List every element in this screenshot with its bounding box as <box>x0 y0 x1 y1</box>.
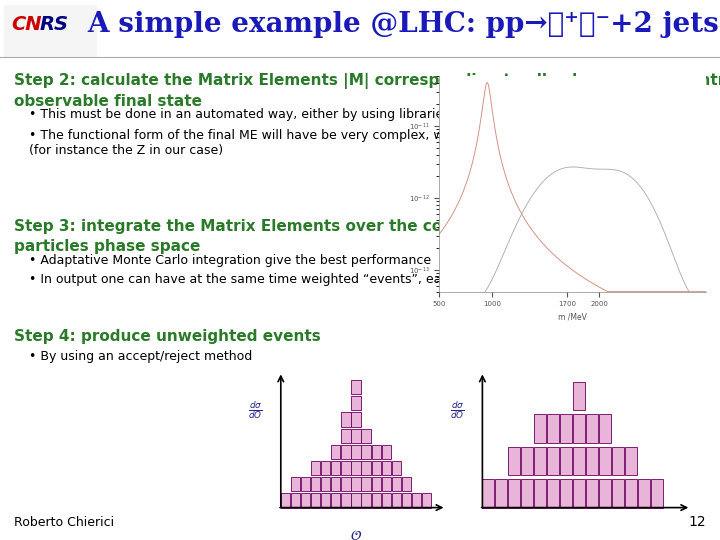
Bar <box>560 414 572 443</box>
Bar <box>311 494 320 508</box>
Bar <box>573 414 585 443</box>
Bar <box>586 414 598 443</box>
Bar <box>382 461 391 475</box>
Bar <box>341 413 351 427</box>
Bar <box>341 429 351 443</box>
Bar <box>331 477 341 491</box>
Bar <box>341 494 351 508</box>
Bar <box>291 494 300 508</box>
Bar <box>351 494 361 508</box>
Bar <box>372 445 381 459</box>
Bar <box>560 447 572 475</box>
Bar <box>534 414 546 443</box>
Bar <box>361 461 371 475</box>
Bar <box>351 396 361 410</box>
Bar <box>311 477 320 491</box>
Text: $\frac{d\sigma}{dO}$: $\frac{d\sigma}{dO}$ <box>248 400 263 421</box>
Bar <box>4 5 97 57</box>
Bar <box>351 413 361 427</box>
Bar <box>382 477 391 491</box>
Bar <box>402 477 411 491</box>
Text: 12: 12 <box>688 515 706 529</box>
Bar <box>392 477 401 491</box>
Bar <box>341 461 351 475</box>
Bar <box>311 461 320 475</box>
Text: A simple example @LHC: pp→ℓ⁺ℓ⁻+2 jets: A simple example @LHC: pp→ℓ⁺ℓ⁻+2 jets <box>87 11 719 38</box>
Bar <box>372 494 381 508</box>
Bar <box>625 479 637 508</box>
Bar <box>638 479 650 508</box>
Bar <box>412 494 421 508</box>
Bar <box>341 477 351 491</box>
Bar <box>495 479 508 508</box>
Bar <box>625 447 637 475</box>
Bar <box>482 479 495 508</box>
Text: CN: CN <box>11 15 42 34</box>
Bar <box>372 477 381 491</box>
Text: • Adaptative Monte Carlo integration give the best performance: • Adaptative Monte Carlo integration giv… <box>29 254 431 267</box>
Bar <box>402 494 411 508</box>
Bar <box>331 494 341 508</box>
Text: Step 3: integrate the Matrix Elements over the corresponding 4
particles phase s: Step 3: integrate the Matrix Elements ov… <box>14 219 562 253</box>
Bar <box>361 477 371 491</box>
Bar <box>382 494 391 508</box>
Bar <box>586 479 598 508</box>
Bar <box>612 447 624 475</box>
Bar <box>361 445 371 459</box>
Bar <box>599 447 611 475</box>
Text: Step 4: produce unweighted events: Step 4: produce unweighted events <box>14 329 321 345</box>
Bar <box>586 447 598 475</box>
Bar <box>534 447 546 475</box>
Bar <box>321 477 330 491</box>
Bar <box>599 414 611 443</box>
Bar <box>372 461 381 475</box>
Bar <box>341 445 351 459</box>
Bar <box>281 494 290 508</box>
Bar <box>351 461 361 475</box>
Bar <box>521 447 534 475</box>
Bar <box>573 447 585 475</box>
Bar <box>560 479 572 508</box>
Bar <box>321 494 330 508</box>
Text: • This must be done in an automated way, either by using libraries or automated : • This must be done in an automated way,… <box>29 108 618 121</box>
Bar <box>651 479 663 508</box>
Text: $\mathcal{O}$: $\mathcal{O}$ <box>351 529 362 540</box>
Text: • By using an accept/reject method: • By using an accept/reject method <box>29 350 252 363</box>
Bar <box>351 429 361 443</box>
Bar <box>382 445 391 459</box>
Bar <box>351 380 361 394</box>
Bar <box>508 447 521 475</box>
Bar <box>361 429 371 443</box>
Bar <box>547 447 559 475</box>
Bar <box>351 445 361 459</box>
Text: Step 2: calculate the Matrix Elements |M| corresponding to all sub-processes con: Step 2: calculate the Matrix Elements |M… <box>14 73 720 109</box>
Bar <box>521 479 534 508</box>
Bar <box>331 461 341 475</box>
Bar <box>508 479 521 508</box>
Bar <box>291 477 300 491</box>
Bar <box>547 479 559 508</box>
Bar <box>331 445 341 459</box>
Bar <box>422 494 431 508</box>
Text: Roberto Chierici: Roberto Chierici <box>14 516 114 529</box>
Bar <box>573 479 585 508</box>
Bar <box>392 494 401 508</box>
Text: • In output one can have at the same time weighted “events”, each “event” being : • In output one can have at the same tim… <box>29 273 693 286</box>
Bar <box>392 461 401 475</box>
Bar <box>534 479 546 508</box>
Text: $\frac{d\sigma}{dO}$: $\frac{d\sigma}{dO}$ <box>450 400 464 421</box>
Text: • The functional form of the final ME will have be very complex, with resonances: • The functional form of the final ME wi… <box>29 129 700 157</box>
Bar <box>321 461 330 475</box>
Bar <box>573 382 585 410</box>
Bar <box>612 479 624 508</box>
Bar <box>351 477 361 491</box>
Bar <box>599 479 611 508</box>
Text: RS: RS <box>40 15 68 34</box>
Bar <box>301 477 310 491</box>
X-axis label: m /MeV: m /MeV <box>558 313 587 322</box>
Bar <box>301 494 310 508</box>
Bar <box>361 494 371 508</box>
Bar <box>547 414 559 443</box>
